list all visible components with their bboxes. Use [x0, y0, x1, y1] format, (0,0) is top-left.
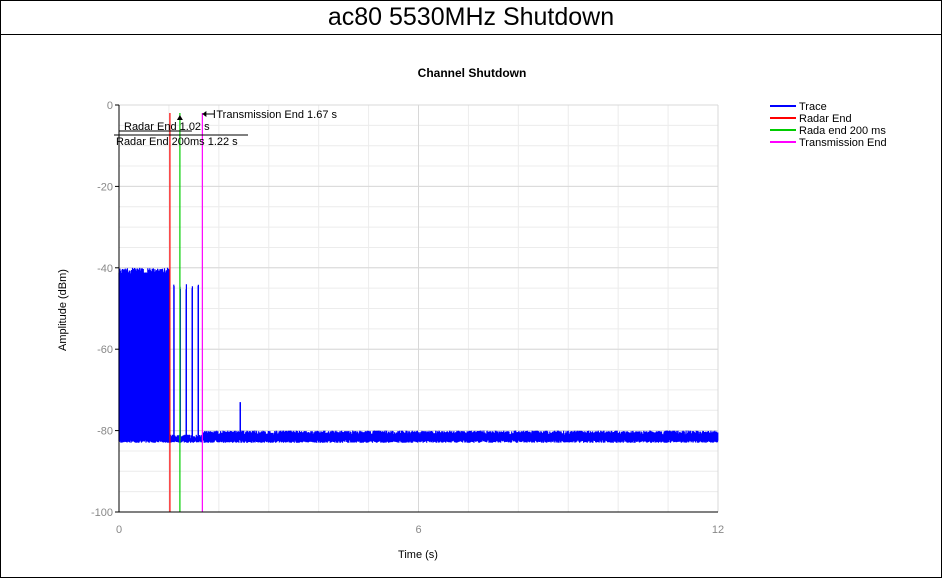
- annotation-text: Radar End 1.02 s: [124, 121, 210, 133]
- y-tick-label: -100: [91, 507, 113, 519]
- x-tick-label: 0: [116, 524, 122, 536]
- annotation-text: Transmission End 1.67 s: [216, 109, 337, 121]
- chart-title: Channel Shutdown: [418, 66, 527, 80]
- x-axis-title: Time (s): [398, 549, 438, 561]
- annotation-arrowhead: [202, 111, 207, 117]
- y-tick-label: -80: [97, 426, 113, 438]
- marker-lines: [169, 113, 203, 512]
- legend-label: Rada end 200 ms: [799, 125, 886, 137]
- legend-label: Radar End: [799, 113, 852, 125]
- y-axis-title: Amplitude (dBm): [57, 269, 69, 351]
- x-tick-label: 12: [712, 524, 724, 536]
- y-tick-label: -20: [97, 181, 113, 193]
- annotation-arrowhead: [176, 115, 183, 120]
- y-tick-label: -60: [97, 344, 113, 356]
- y-tick-label: 0: [107, 100, 113, 112]
- legend-label: Trace: [799, 101, 827, 113]
- x-tick-label: 6: [415, 524, 421, 536]
- y-tick-label: -40: [97, 263, 113, 275]
- annotations: Transmission End 1.67 s Radar End 1.02 s R…: [114, 109, 338, 148]
- annotation-text: Radar End 200ms 1.22 s: [116, 136, 238, 148]
- page-title: ac80 5530MHz Shutdown: [1, 1, 941, 35]
- legend-label: Transmission End: [799, 137, 887, 149]
- grid: [118, 104, 719, 513]
